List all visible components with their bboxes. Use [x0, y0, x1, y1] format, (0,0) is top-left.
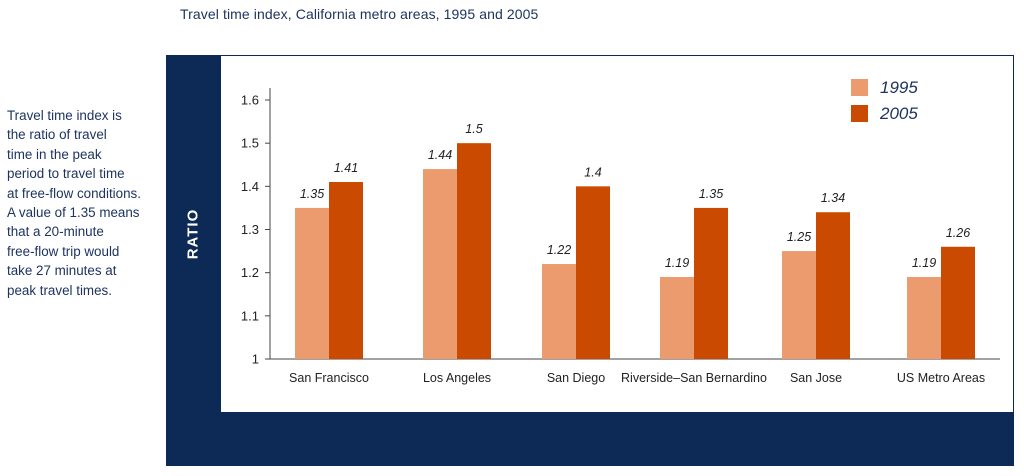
data-label: 1.35 [699, 187, 723, 201]
x-category-label: US Metro Areas [897, 371, 985, 385]
data-label: 1.25 [787, 230, 811, 244]
x-category-label: Los Angeles [423, 371, 491, 385]
y-tick-label: 1.3 [241, 222, 259, 237]
bar-2005 [816, 212, 850, 359]
note-line: peak travel times. [7, 282, 112, 298]
bar-1995 [423, 169, 457, 359]
note-line: the ratio of travel [7, 127, 107, 143]
data-label: 1.19 [665, 256, 689, 270]
bar-2005 [457, 143, 491, 359]
note-line: that a 20-minute [7, 224, 104, 240]
bar-1995 [542, 264, 576, 359]
x-category-label: San Diego [547, 371, 605, 385]
note-line: Travel time index is [7, 108, 122, 123]
explanatory-note: Travel time index is the ratio of travel… [7, 106, 157, 300]
data-label: 1.41 [334, 161, 358, 175]
bar-1995 [660, 276, 694, 359]
bar-2005 [329, 182, 363, 359]
y-tick-label: 1 [252, 352, 259, 367]
note-line: free-flow trip would [7, 243, 120, 259]
x-category-label: San Jose [790, 371, 842, 385]
bar-1995 [907, 276, 941, 359]
x-category-label: San Francisco [289, 371, 369, 385]
note-line: at free-flow conditions. [7, 185, 141, 201]
bar-1995 [295, 207, 329, 359]
bar-1995 [782, 251, 816, 359]
data-label: 1.22 [547, 243, 571, 257]
y-tick-label: 1.4 [241, 179, 259, 194]
x-category-label: Riverside–San Bernardino [621, 371, 767, 385]
y-tick-label: 1.5 [241, 136, 259, 151]
note-line: time in the peak [7, 146, 102, 162]
legend-label-1995: 1995 [880, 78, 918, 97]
data-label: 1.19 [912, 256, 936, 270]
note-line: A value of 1.35 means [7, 205, 140, 221]
data-label: 1.5 [465, 122, 482, 136]
y-tick-label: 1.2 [241, 265, 259, 280]
data-label: 1.35 [300, 187, 324, 201]
note-line: take 27 minutes at [7, 263, 117, 279]
data-label: 1.34 [821, 191, 845, 205]
data-label: 1.4 [584, 165, 601, 179]
legend-swatch-2005 [851, 105, 868, 122]
legend-label-2005: 2005 [879, 104, 918, 123]
y-tick-label: 1.6 [241, 93, 259, 108]
bar-2005 [576, 186, 610, 359]
bar-2005 [694, 207, 728, 359]
data-label: 1.26 [946, 226, 970, 240]
data-label: 1.44 [428, 148, 452, 162]
chart-title: Travel time index, California metro area… [180, 6, 539, 22]
legend-swatch-1995 [851, 79, 868, 96]
y-tick-label: 1.1 [241, 308, 259, 323]
note-line: period to travel time [7, 166, 125, 182]
bar-2005 [941, 246, 975, 359]
